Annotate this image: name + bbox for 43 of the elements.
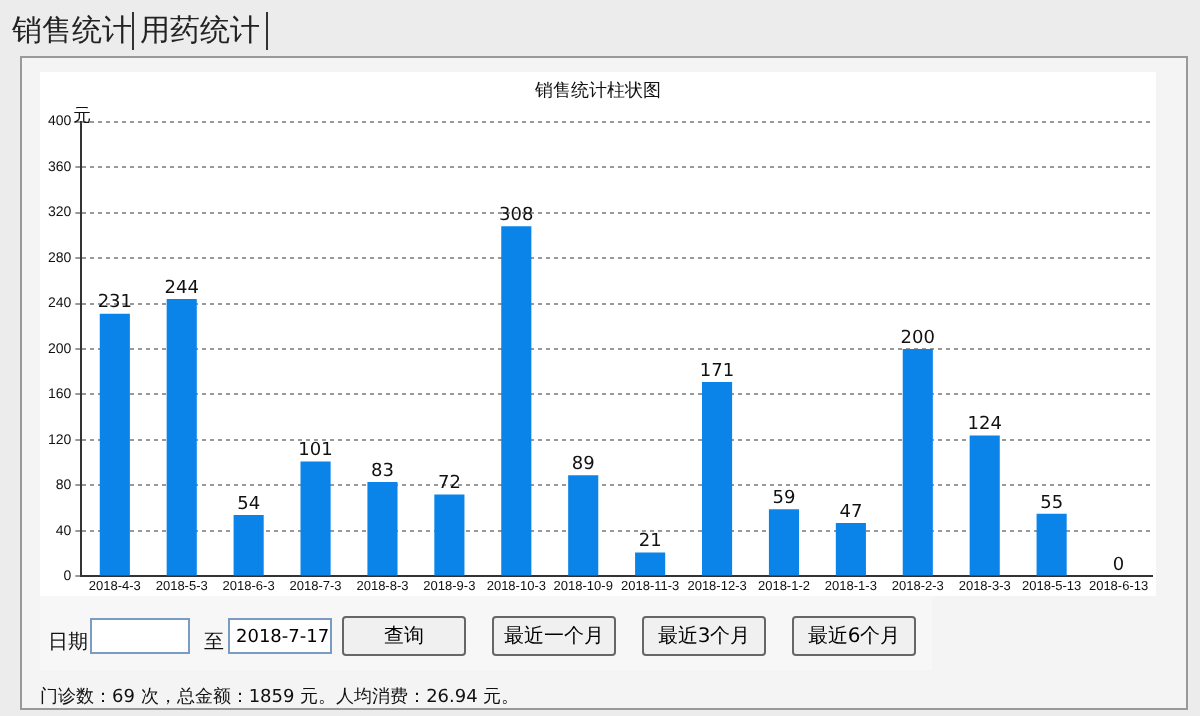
data-label: 89 (571, 454, 596, 475)
bar (835, 522, 866, 576)
text: 门诊数：69 次，总金额：1859 元。人均消费：26.94 元。 (40, 685, 520, 710)
bar (635, 552, 666, 576)
bar (1036, 513, 1067, 576)
data-label: 83 (371, 461, 394, 482)
bar (702, 381, 733, 576)
bar (768, 509, 800, 576)
text: 2018-7-17 (228, 618, 332, 654)
text: 最近3个月 (642, 616, 766, 656)
text: 日期 (48, 629, 88, 656)
bar (99, 313, 130, 576)
data-label: 308 (499, 205, 535, 226)
bar (434, 494, 465, 576)
data-label: 231 (97, 293, 132, 314)
data-label: 59 (772, 489, 796, 509)
text: 查询 (342, 616, 466, 656)
bar (501, 226, 532, 576)
data-label: 47 (839, 502, 863, 523)
bar (233, 515, 264, 576)
text: 销售统计 (12, 12, 132, 50)
data-label: 101 (298, 441, 333, 462)
text: 最近6个月 (792, 616, 916, 656)
data-label: 171 (699, 361, 735, 382)
data-label: 55 (1040, 493, 1064, 514)
bar (902, 349, 933, 576)
text: 用药统计 (132, 12, 268, 50)
bar (568, 475, 599, 576)
bar (300, 461, 331, 576)
text: 至 (204, 630, 224, 656)
data-label: 72 (437, 474, 461, 495)
data-label: 54 (237, 494, 261, 515)
text: 最近一个月 (492, 616, 616, 656)
data-label: 200 (900, 328, 936, 349)
data-label: 124 (967, 415, 1003, 436)
data-label: 0 (1112, 556, 1125, 577)
bar (969, 435, 1000, 576)
bar (166, 298, 197, 576)
data-label: 21 (638, 532, 662, 553)
data-label: 244 (164, 278, 200, 299)
bar (367, 482, 398, 576)
chart-title: 销售统计柱状图 (533, 79, 661, 100)
y-axis-title: 元 (73, 105, 92, 128)
